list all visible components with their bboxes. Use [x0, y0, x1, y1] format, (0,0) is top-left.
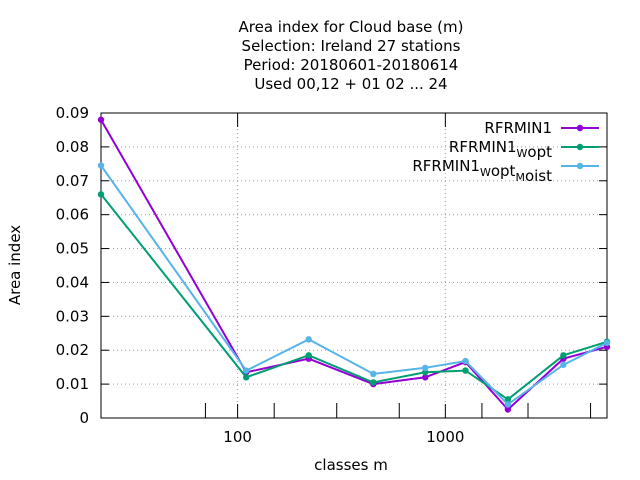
data-point [462, 357, 469, 365]
x-axis-label: classes m [314, 456, 388, 474]
y-tick-label: 0.06 [56, 206, 89, 224]
y-tick-label: 0.03 [56, 307, 89, 325]
y-tick-label: 0.09 [56, 104, 89, 122]
plot-border [100, 112, 608, 419]
data-point [305, 352, 312, 359]
legend-marker [576, 143, 584, 151]
data-point [370, 370, 377, 378]
y-tick-label: 0.07 [56, 172, 89, 190]
data-point [422, 374, 429, 381]
legend-label: RFRMIN1WoptMoist [412, 157, 552, 185]
series-line [100, 164, 608, 406]
x-tick-label: 100 [223, 428, 252, 446]
data-point [504, 401, 512, 408]
data-point [560, 361, 567, 368]
data-point [243, 374, 250, 381]
data-point [97, 116, 105, 123]
y-tick-label: 0.02 [56, 341, 89, 359]
legend-item-3: RFRMIN1WoptMoist [412, 157, 599, 185]
plot-frame [100, 112, 608, 419]
legend-label: RFRMIN1Wopt [449, 138, 552, 161]
series-1 [97, 116, 611, 413]
series-3 [97, 162, 611, 408]
data-point [370, 379, 377, 386]
series [97, 116, 611, 413]
title-line-4: Used 00,12 + 01 02 ... 24 [254, 75, 447, 93]
legend-item-2: RFRMIN1Wopt [449, 138, 599, 161]
series-line [100, 193, 608, 401]
data-point [243, 367, 250, 374]
chart-title: Area index for Cloud base (m)Selection: … [239, 18, 464, 93]
data-point [422, 369, 429, 376]
legend-marker [576, 124, 584, 132]
data-point [504, 396, 512, 403]
data-point [422, 364, 429, 372]
title-line-1: Area index for Cloud base (m) [239, 18, 464, 36]
data-point [97, 191, 105, 198]
legend-marker [576, 162, 584, 170]
title-line-2: Selection: Ireland 27 stations [242, 37, 461, 55]
data-point [97, 162, 105, 169]
legend-item-1: RFRMIN1 [484, 119, 599, 137]
series-line [100, 119, 608, 411]
x-tick-label: 1000 [426, 428, 464, 446]
y-tick-label: 0.04 [56, 273, 89, 291]
y-tick-label: 0.01 [56, 375, 89, 393]
axis-ticks: 0 0.01 0.02 0.03 0.04 0.05 0.06 0.07 0.08 0.09 100… [56, 104, 607, 446]
legend-label: RFRMIN1 [484, 119, 552, 137]
y-tick-label: 0.05 [56, 240, 89, 258]
data-point [504, 406, 512, 413]
data-point [462, 367, 469, 374]
y-axis-label: Area index [6, 225, 24, 305]
data-point [603, 339, 611, 346]
data-point [560, 352, 567, 359]
grid [101, 113, 607, 418]
series-2 [97, 191, 611, 403]
y-tick-label: 0.08 [56, 138, 89, 156]
title-line-3: Period: 20180601-20180614 [244, 56, 459, 74]
data-point [305, 336, 312, 343]
y-tick-label: 0 [79, 409, 89, 427]
